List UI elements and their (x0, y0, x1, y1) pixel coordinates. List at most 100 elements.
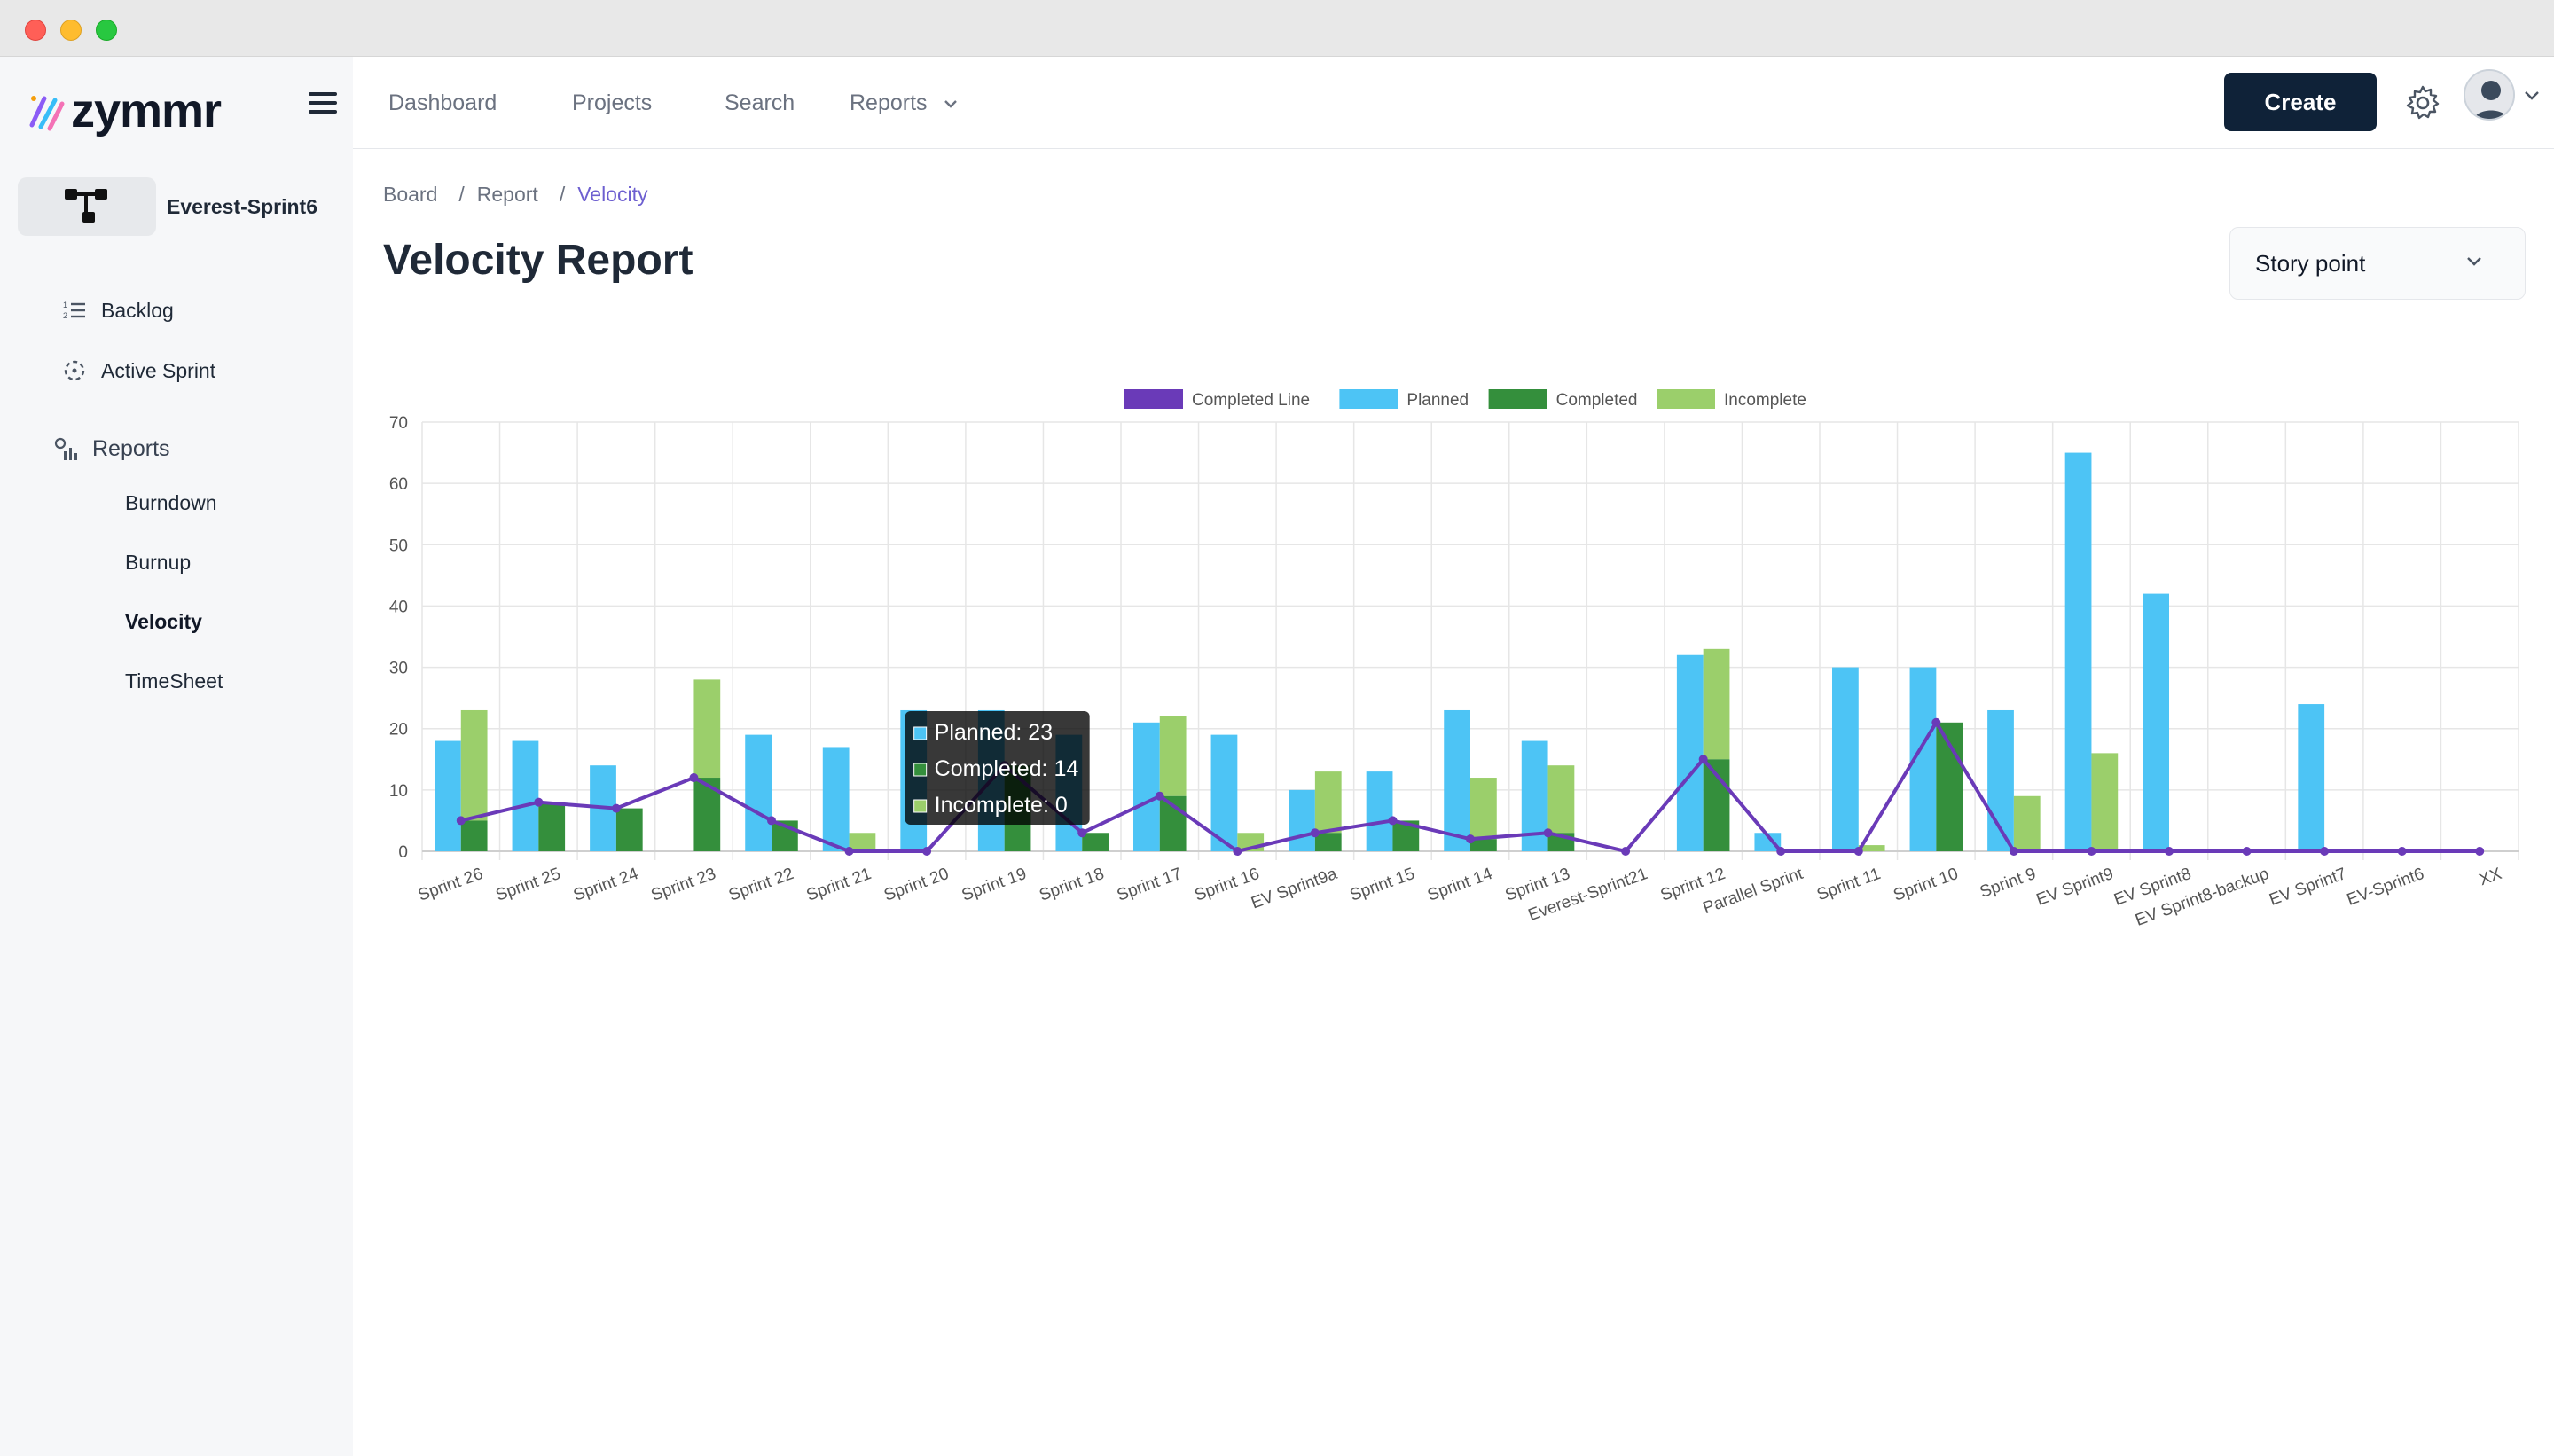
bar-incomplete (2091, 753, 2119, 851)
completed-line-point (767, 816, 776, 826)
bar-planned (2143, 593, 2169, 851)
svg-text:1: 1 (63, 301, 67, 309)
x-tick-label: Sprint 20 (881, 865, 952, 905)
y-tick-label: 20 (389, 721, 408, 740)
x-tick-label: EV Sprint7 (2267, 865, 2349, 910)
y-tick-label: 60 (389, 475, 408, 494)
bar-incomplete (2013, 795, 2041, 851)
bar-incomplete (1159, 716, 1187, 796)
tooltip-line: Completed: 14 (935, 756, 1079, 781)
sidebar-item-backlog[interactable]: 1 2 Backlog (62, 298, 174, 323)
completed-line-point (2320, 847, 2330, 856)
legend-label: Planned (1406, 391, 1469, 410)
x-tick-label: Sprint 18 (1037, 865, 1107, 905)
sidebar-item-velocity[interactable]: Velocity (125, 610, 202, 633)
minimize-window-button[interactable] (60, 20, 82, 41)
bar-incomplete (1858, 845, 1885, 851)
nav-link-search[interactable]: Search (725, 90, 795, 115)
bar-incomplete (1703, 648, 1730, 760)
x-tick-label: Sprint 26 (416, 865, 486, 905)
x-tick-label: Sprint 15 (1348, 865, 1418, 905)
x-tick-label: EV-Sprint6 (2345, 865, 2427, 910)
y-tick-label: 0 (398, 843, 408, 862)
menu-toggle-button[interactable] (309, 92, 337, 119)
sidebar-item-burnup[interactable]: Burnup (125, 551, 192, 574)
bar-planned (1289, 789, 1315, 851)
x-tick-label: EV Sprint8-backup (2133, 865, 2271, 930)
maximize-window-button[interactable] (96, 20, 117, 41)
completed-line-point (534, 797, 544, 807)
x-tick-label: Sprint 9 (1978, 865, 2039, 902)
x-tick-label: Sprint 17 (1115, 865, 1185, 905)
nav-link-reports[interactable]: Reports (850, 90, 959, 116)
close-window-button[interactable] (25, 20, 46, 41)
sidebar-item-burndown[interactable]: Burndown (125, 491, 217, 514)
completed-line-point (1077, 828, 1087, 838)
bar-completed (1082, 833, 1109, 851)
bar-planned (1754, 833, 1782, 851)
y-tick-label: 10 (389, 782, 408, 801)
app-logo[interactable]: zymmr (27, 80, 222, 142)
svg-text:2: 2 (63, 311, 67, 320)
chevron-down-icon (2467, 257, 2481, 266)
user-avatar[interactable] (2464, 69, 2515, 121)
sidebar-item-active-sprint[interactable]: Active Sprint (62, 358, 215, 383)
breadcrumb: Board / Report / Velocity (383, 183, 647, 207)
hamburger-line (309, 110, 337, 114)
bar-planned (1210, 734, 1238, 851)
breadcrumb-separator: / (458, 183, 465, 206)
bar-planned (512, 740, 539, 851)
dashed-circle-icon (62, 358, 87, 383)
project-switcher[interactable]: Everest-Sprint6 (18, 176, 337, 238)
bar-planned (435, 740, 461, 851)
legend-swatch (1124, 389, 1183, 409)
completed-line-point (922, 847, 932, 856)
completed-line-point (2397, 847, 2407, 856)
completed-line-point (2165, 847, 2174, 856)
bar-planned (2298, 704, 2325, 851)
y-tick-label: 40 (389, 598, 408, 616)
x-tick-label: Sprint 24 (571, 865, 641, 905)
window-titlebar (0, 0, 2554, 57)
x-tick-label: XX (2477, 865, 2504, 890)
bar-planned (822, 747, 850, 851)
app-logo-text: zymmr (71, 84, 222, 137)
breadcrumb-report[interactable]: Report (476, 183, 538, 206)
metric-select[interactable]: Story point (2229, 227, 2526, 300)
bar-planned (1832, 667, 1859, 851)
tooltip-line: Incomplete: 0 (935, 793, 1068, 818)
completed-line-point (2009, 847, 2018, 856)
metric-select-value: Story point (2255, 249, 2366, 277)
create-button[interactable]: Create (2224, 73, 2377, 131)
legend-label: Incomplete (1724, 391, 1806, 410)
x-tick-label: Sprint 25 (493, 865, 563, 905)
legend-label: Completed (1556, 391, 1638, 410)
nav-link-projects[interactable]: Projects (572, 90, 653, 115)
bar-incomplete (1314, 771, 1342, 834)
bar-completed (1314, 833, 1342, 851)
bar-completed (615, 808, 643, 851)
nav-link-dashboard[interactable]: Dashboard (388, 90, 497, 115)
gear-icon[interactable] (2403, 83, 2442, 122)
zymmr-logo-icon (29, 96, 65, 131)
breadcrumb-board[interactable]: Board (383, 183, 438, 206)
y-tick-label: 30 (389, 660, 408, 678)
completed-line-point (1776, 847, 1786, 856)
completed-line-point (2475, 847, 2485, 856)
completed-line-point (1388, 816, 1398, 826)
chevron-down-icon[interactable] (2522, 89, 2542, 103)
sidebar-section-reports[interactable]: Reports (53, 436, 170, 462)
completed-line-point (689, 773, 699, 783)
nav-link-reports-label: Reports (850, 90, 928, 115)
sidebar-item-timesheet[interactable]: TimeSheet (125, 669, 223, 693)
x-tick-label: Sprint 19 (960, 865, 1030, 905)
x-tick-label: Sprint 14 (1425, 865, 1495, 905)
completed-line-point (1853, 847, 1863, 856)
completed-line-point (2087, 847, 2096, 856)
completed-line-point (1543, 828, 1553, 838)
completed-line-point (456, 816, 466, 826)
bar-planned (1444, 709, 1470, 851)
completed-line-point (1155, 791, 1164, 801)
completed-line-point (1931, 717, 1941, 727)
